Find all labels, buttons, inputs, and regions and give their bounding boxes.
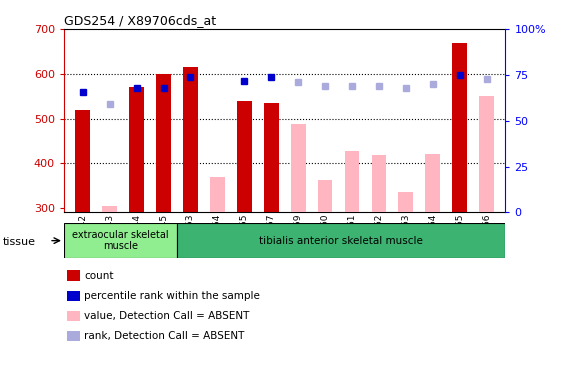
Bar — [318, 180, 332, 212]
Bar — [452, 43, 467, 212]
Text: tissue: tissue — [3, 236, 36, 247]
Bar — [102, 206, 117, 212]
Text: percentile rank within the sample: percentile rank within the sample — [84, 291, 260, 301]
Text: tibialis anterior skeletal muscle: tibialis anterior skeletal muscle — [259, 236, 423, 246]
Bar — [183, 67, 198, 212]
Bar — [237, 101, 252, 212]
Bar — [290, 124, 306, 212]
Bar — [129, 87, 144, 212]
Bar — [64, 223, 177, 258]
Text: GDS254 / X89706cds_at: GDS254 / X89706cds_at — [64, 14, 216, 27]
Bar — [479, 96, 494, 212]
Text: rank, Detection Call = ABSENT: rank, Detection Call = ABSENT — [84, 331, 245, 341]
Bar — [399, 192, 413, 212]
Bar — [76, 110, 90, 212]
Bar — [371, 155, 386, 212]
Bar — [425, 154, 440, 212]
Bar — [264, 103, 279, 212]
Bar — [156, 74, 171, 212]
Bar — [345, 151, 360, 212]
Text: value, Detection Call = ABSENT: value, Detection Call = ABSENT — [84, 311, 250, 321]
Bar — [177, 223, 505, 258]
Bar — [210, 178, 225, 212]
Text: count: count — [84, 270, 114, 281]
Text: extraocular skeletal
muscle: extraocular skeletal muscle — [72, 230, 168, 251]
